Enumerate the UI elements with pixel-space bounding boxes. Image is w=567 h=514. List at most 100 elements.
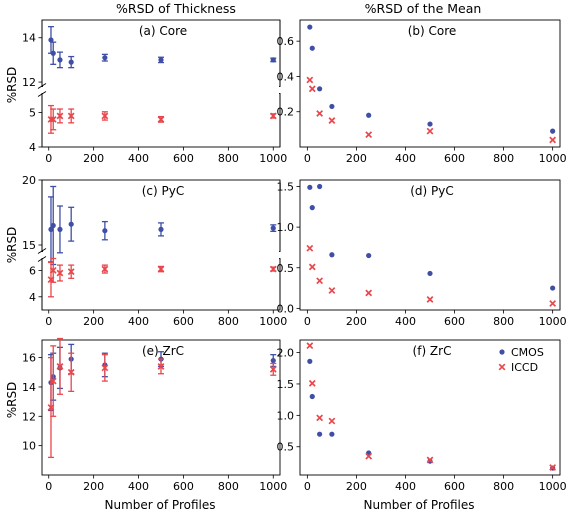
legend: CMOS ICCD (498, 346, 544, 374)
x-tick-label: 600 (444, 315, 465, 328)
axis-break-mark (37, 256, 47, 262)
cmos-point (48, 37, 54, 43)
x-tick-label: 1000 (539, 152, 567, 165)
cmos-point (366, 252, 372, 259)
x-tick-label: 800 (493, 315, 514, 328)
y-tick-label: 1.0 (277, 221, 295, 234)
iccd-point (308, 379, 316, 387)
panel-d: 0.0 0.5 1.0 1.5 0 200 400 600 800 1000 (d) PyC (277, 179, 567, 328)
x-tick-label: 400 (395, 152, 416, 165)
legend-label-cmos: CMOS (511, 346, 544, 359)
y-tick-label: 4 (29, 291, 36, 304)
panel-title: (b) Core (408, 24, 457, 38)
y-tick-label: 16 (22, 352, 36, 365)
y-tick-label: 0.0 (277, 302, 295, 315)
cmos-point (329, 103, 335, 110)
cmos-point (270, 57, 276, 63)
iccd-point (67, 268, 75, 276)
cmos-point (309, 393, 315, 400)
iccd-point (308, 85, 316, 93)
ylabel-row-3: %RSD (5, 382, 19, 419)
iccd-point (365, 452, 373, 460)
legend-iccd-point (498, 363, 506, 371)
cmos-point (317, 431, 323, 437)
iccd-point (426, 456, 434, 464)
cmos-point (307, 24, 313, 30)
y-tick-label: 0.4 (277, 70, 295, 83)
cmos-point (307, 358, 313, 364)
xlabel-left: Number of Profiles (105, 498, 216, 512)
iccd-point (328, 117, 336, 124)
panel-title: (c) PyC (142, 184, 185, 198)
y-tick-label: 12 (22, 76, 36, 89)
y-tick-label: 2.0 (277, 347, 295, 360)
iccd-point (306, 244, 314, 252)
iccd-point (157, 265, 165, 273)
x-tick-label: 1000 (259, 152, 287, 165)
y-tick-label: 0.5 (277, 262, 295, 275)
y-tick-label: 14 (22, 32, 36, 45)
panel-c: 15 20 4 6 0 200 400 600 800 1000 (c) PyC (22, 174, 287, 328)
iccd-point (365, 131, 373, 139)
iccd-point (365, 289, 373, 297)
plot-frame (299, 179, 561, 311)
x-tick-label: 600 (173, 480, 194, 493)
x-tick-label: 400 (128, 152, 149, 165)
x-tick-label: 600 (173, 152, 194, 165)
iccd-point (56, 112, 64, 120)
x-tick-label: 0 (304, 152, 311, 165)
panel-title: (d) PyC (410, 184, 454, 198)
iccd-point (549, 300, 557, 307)
column-title-left: %RSD of Thickness (116, 1, 236, 16)
y-tick-label: 1.0 (277, 409, 295, 422)
x-tick-label: 200 (346, 315, 367, 328)
iccd-point (269, 265, 277, 273)
x-tick-label: 200 (346, 480, 367, 493)
y-tick-label: 6 (29, 264, 36, 277)
x-tick-label: 800 (218, 152, 239, 165)
cmos-point (427, 121, 433, 127)
cmos-point (329, 252, 335, 258)
x-tick-label: 0 (45, 480, 52, 493)
iccd-point (67, 368, 75, 376)
x-tick-label: 800 (218, 480, 239, 493)
axis-break-gap (43, 86, 279, 94)
y-tick-label: 0.6 (277, 35, 295, 48)
panel-e: 10 12 14 16 0 200 400 600 800 1000 (e) ZrC (22, 337, 287, 493)
iccd-point (67, 112, 75, 120)
cmos-point (158, 226, 164, 232)
panel-title: (e) ZrC (142, 344, 184, 358)
xlabel-right: Number of Profiles (364, 498, 475, 512)
cmos-point (550, 128, 556, 134)
cmos-point (68, 221, 74, 227)
iccd-point (49, 266, 57, 274)
y-tick-label: 10 (22, 440, 36, 453)
iccd-point (101, 364, 109, 372)
x-tick-label: 600 (444, 480, 465, 493)
cmos-point (270, 225, 276, 231)
cmos-point (427, 270, 433, 277)
cmos-point (309, 205, 315, 211)
cmos-point (307, 184, 313, 190)
iccd-point (316, 414, 324, 422)
x-tick-label: 1000 (539, 315, 567, 328)
y-tick-label: 0.2 (277, 106, 295, 119)
iccd-point (269, 112, 277, 120)
iccd-point (328, 417, 336, 425)
x-tick-label: 1000 (539, 480, 567, 493)
y-tick-label: 5 (29, 106, 36, 119)
plot-frame (299, 339, 561, 476)
iccd-point (549, 136, 557, 144)
panel-title: (f) ZrC (413, 344, 452, 358)
axis-break-gap (43, 251, 279, 259)
cmos-point (48, 226, 54, 232)
x-tick-label: 400 (395, 480, 416, 493)
cmos-point (68, 59, 74, 65)
legend-cmos-point (499, 349, 505, 355)
iccd-point (49, 115, 57, 123)
iccd-point (101, 265, 109, 273)
y-tick-label: 0.5 (277, 441, 295, 454)
iccd-point (101, 112, 109, 120)
cmos-point (550, 285, 556, 291)
